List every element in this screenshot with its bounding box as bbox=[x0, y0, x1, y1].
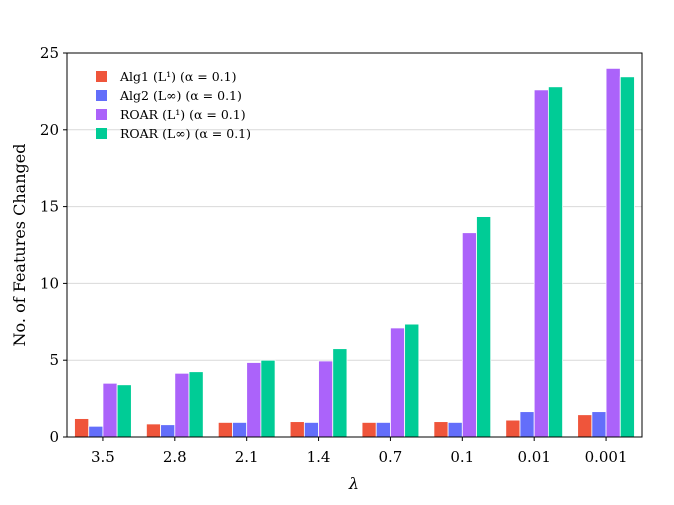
bar bbox=[303, 422, 319, 438]
legend-entry: ROAR (L¹) (α = 0.1) bbox=[120, 107, 246, 122]
bar bbox=[232, 422, 248, 438]
y-tick-label: 0 bbox=[49, 428, 59, 446]
y-tick-label: 25 bbox=[40, 44, 59, 62]
y-tick-label: 15 bbox=[40, 198, 59, 216]
bar bbox=[461, 232, 477, 438]
x-tick-label: 1.4 bbox=[307, 448, 331, 466]
bar bbox=[390, 327, 406, 438]
bar bbox=[375, 422, 391, 438]
bar bbox=[505, 419, 521, 438]
x-tick-label: 0.1 bbox=[450, 448, 474, 466]
y-axis-ticks: 0 5 10 15 20 25 bbox=[40, 44, 67, 446]
x-axis-ticks: 3.5 2.8 2.1 1.4 0.7 0.1 0.01 0.001 bbox=[91, 437, 628, 466]
bar bbox=[246, 362, 262, 438]
legend-swatch bbox=[96, 90, 107, 101]
legend-swatch bbox=[96, 128, 107, 139]
bar bbox=[332, 348, 348, 438]
y-tick-label: 5 bbox=[49, 351, 59, 369]
bar bbox=[433, 421, 449, 438]
bar bbox=[361, 422, 377, 438]
legend-entry: Alg1 (L¹) (α = 0.1) bbox=[119, 69, 237, 84]
bar bbox=[174, 372, 190, 438]
bar bbox=[519, 411, 535, 438]
bar bbox=[619, 76, 635, 438]
bar bbox=[116, 384, 132, 438]
bar bbox=[289, 421, 305, 438]
legend-swatch bbox=[96, 109, 107, 120]
x-axis-label: λ bbox=[348, 474, 359, 493]
x-tick-label: 2.1 bbox=[235, 448, 259, 466]
bar bbox=[188, 371, 204, 438]
bar bbox=[547, 86, 563, 438]
x-tick-label: 3.5 bbox=[91, 448, 115, 466]
bar bbox=[160, 424, 176, 438]
bar bbox=[318, 360, 334, 438]
x-tick-label: 0.001 bbox=[585, 448, 628, 466]
bar bbox=[146, 423, 162, 438]
bar bbox=[533, 89, 549, 438]
bar bbox=[404, 323, 420, 438]
plot-frame bbox=[66, 52, 643, 438]
y-tick-label: 20 bbox=[40, 121, 59, 139]
legend-swatch bbox=[96, 71, 107, 82]
bar bbox=[74, 418, 90, 438]
bars bbox=[74, 67, 635, 438]
bar bbox=[447, 422, 463, 438]
x-tick-label: 0.01 bbox=[517, 448, 550, 466]
x-tick-label: 0.7 bbox=[379, 448, 403, 466]
bar bbox=[217, 422, 233, 438]
bar bbox=[591, 411, 607, 438]
legend-entry: ROAR (L∞) (α = 0.1) bbox=[120, 126, 251, 141]
y-axis-label: No. of Features Changed bbox=[10, 144, 29, 347]
bar bbox=[102, 382, 118, 438]
bar bbox=[260, 359, 276, 438]
legend-entry: Alg2 (L∞) (α = 0.1) bbox=[119, 88, 242, 103]
bar bbox=[605, 67, 621, 438]
y-tick-label: 10 bbox=[40, 274, 59, 292]
bar bbox=[88, 425, 104, 438]
x-tick-label: 2.8 bbox=[163, 448, 187, 466]
legend: Alg1 (L¹) (α = 0.1) Alg2 (L∞) (α = 0.1) RO… bbox=[96, 69, 251, 141]
bar bbox=[577, 414, 593, 438]
bar bbox=[476, 216, 492, 438]
